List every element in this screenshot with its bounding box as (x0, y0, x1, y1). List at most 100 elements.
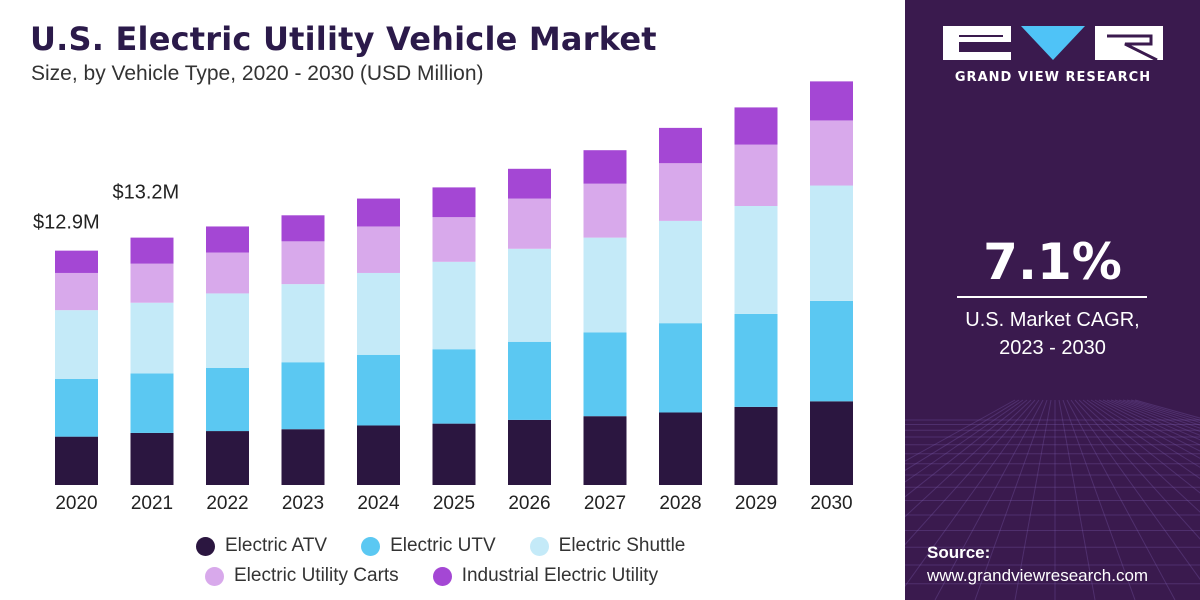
legend-swatch (432, 566, 452, 586)
legend-label: Electric ATV (225, 535, 328, 556)
grid-line (905, 399, 1024, 483)
legend-label: Electric Utility Carts (234, 565, 399, 586)
bar-segment-electric-atv-2025 (432, 423, 476, 485)
bar-segment-electric-atv-2030 (810, 401, 853, 485)
grid-line (1062, 399, 1136, 600)
cagr-divider (957, 296, 1147, 298)
grid-line (905, 399, 1036, 546)
legend-row: Electric ATV Electric UTV Electric Shuttle (196, 535, 685, 557)
bar-segment-industrial-electric-utility-2021 (130, 237, 174, 264)
bar-segment-electric-atv-2020 (55, 436, 98, 485)
legend-label: Electric UTV (390, 535, 496, 556)
side-panel: GRAND VIEW RESEARCH 7.1% U.S. Market CAG… (905, 0, 1200, 600)
x-tick-label: 2020 (55, 493, 97, 514)
bar-segment-electric-utility-carts-2023 (281, 241, 325, 285)
bar-segment-electric-atv-2028 (659, 412, 702, 485)
data-label: $13.2M (113, 182, 180, 204)
grid-line (1074, 399, 1200, 540)
bar-segment-electric-shuttle-2030 (810, 185, 853, 301)
chart-area: U.S. Electric Utility Vehicle Market Siz… (30, 20, 853, 587)
source-url[interactable]: www.grandviewresearch.com (927, 566, 1149, 585)
bar-segment-industrial-electric-utility-2026 (508, 168, 551, 199)
bar-segment-electric-atv-2024 (357, 425, 400, 485)
grid-line (905, 399, 1028, 498)
bar-segment-electric-shuttle-2027 (583, 237, 627, 333)
bar-segment-electric-utv-2022 (206, 367, 249, 432)
source-label: Source: (927, 543, 991, 562)
bar-segment-electric-shuttle-2028 (659, 220, 702, 324)
cagr-label-line1: U.S. Market CAGR, (965, 309, 1140, 331)
bar-segment-electric-shuttle-2025 (432, 261, 476, 350)
grid-line (1082, 399, 1200, 494)
bar-segment-industrial-electric-utility-2024 (357, 198, 400, 227)
bar-segment-electric-shuttle-2021 (130, 302, 174, 374)
x-tick-label: 2024 (357, 493, 400, 514)
bar-segment-electric-atv-2022 (206, 431, 249, 485)
legend-label: Industrial Electric Utility (461, 565, 659, 586)
bar-segment-electric-utility-carts-2028 (659, 163, 702, 221)
bar-segment-electric-atv-2027 (583, 416, 627, 485)
grid-line (905, 399, 1020, 471)
x-tick-label: 2023 (282, 493, 324, 514)
bar-segment-electric-atv-2029 (734, 406, 778, 485)
grid-line (1106, 399, 1200, 441)
grid-line (934, 399, 1044, 600)
bar-segment-electric-utility-carts-2027 (583, 183, 627, 238)
data-label: $12.9M (33, 212, 100, 234)
grid-line (1098, 399, 1200, 452)
cagr-label: U.S. Market CAGR, 2023 - 2030 (905, 306, 1200, 362)
bar-segment-industrial-electric-utility-2025 (432, 187, 476, 218)
bar-segment-electric-utv-2029 (734, 313, 778, 407)
legend-item-industrial-electric-utility: Industrial Electric Utility (432, 565, 659, 587)
legend-label: Electric Shuttle (558, 535, 686, 556)
grid-line (1070, 399, 1200, 581)
bar-segment-electric-utv-2021 (130, 373, 174, 433)
bar-segment-electric-shuttle-2020 (55, 310, 98, 379)
grid-line (1078, 399, 1200, 513)
chart-title: U.S. Electric Utility Vehicle Market (30, 20, 657, 58)
bar-segment-electric-utv-2026 (508, 341, 551, 420)
legend-item-electric-utility-carts: Electric Utility Carts (205, 565, 399, 587)
grid-line (974, 399, 1048, 600)
grid-line (1090, 399, 1200, 468)
bar-segment-electric-utility-carts-2021 (130, 263, 174, 303)
legend-swatch (529, 536, 549, 556)
bar-segment-electric-utv-2024 (357, 354, 400, 426)
bar-segment-electric-utv-2023 (281, 362, 325, 430)
grid-line (1110, 399, 1200, 436)
bar-segment-electric-utility-carts-2020 (55, 272, 98, 311)
bar-segment-industrial-electric-utility-2028 (659, 127, 702, 164)
grid-line (905, 399, 1040, 587)
bar-segment-electric-atv-2021 (130, 432, 174, 485)
bar-segment-industrial-electric-utility-2023 (281, 215, 325, 242)
x-tick-label: 2029 (735, 493, 777, 514)
x-tick-label: 2021 (131, 493, 173, 514)
stacked-bar-chart: 2020 2021 2022 2023 2024 2025 2026 2027 2028 2029… (33, 81, 853, 514)
legend-item-electric-atv: Electric ATV (196, 535, 327, 557)
logo-text: GRAND VIEW RESEARCH (954, 70, 1152, 85)
grid-line (1086, 399, 1200, 480)
bar-segment-electric-utv-2028 (659, 323, 702, 413)
legend-swatch (361, 536, 381, 556)
bar-segment-industrial-electric-utility-2022 (206, 226, 249, 253)
legend-item-electric-utv: Electric UTV (361, 535, 496, 557)
grand-view-research-logo: GRAND VIEW RESEARCH (943, 22, 1163, 85)
x-tick-label: 2027 (584, 493, 626, 514)
bar-segment-industrial-electric-utility-2030 (810, 81, 853, 121)
bar-segment-electric-shuttle-2026 (508, 248, 551, 342)
grid-line (1014, 399, 1052, 600)
chart-subtitle: Size, by Vehicle Type, 2020 - 2030 (USD … (31, 62, 484, 85)
bar-segment-electric-shuttle-2024 (357, 272, 400, 355)
grid-line (905, 399, 1032, 518)
grid-line (905, 399, 1016, 462)
legend-row: Electric Utility Carts Industrial Electri… (205, 565, 658, 587)
x-tick-label: 2030 (810, 493, 852, 514)
bar-segment-electric-atv-2026 (508, 419, 551, 485)
bar-segment-electric-utv-2027 (583, 332, 627, 417)
bar-segment-electric-utility-carts-2030 (810, 120, 853, 186)
bar-segment-electric-utv-2020 (55, 378, 98, 437)
bar-segment-electric-utility-carts-2024 (357, 226, 400, 273)
bar-segment-electric-utv-2030 (810, 300, 853, 402)
cagr-value: 7.1% (983, 233, 1122, 291)
grid-decoration (905, 399, 1200, 600)
